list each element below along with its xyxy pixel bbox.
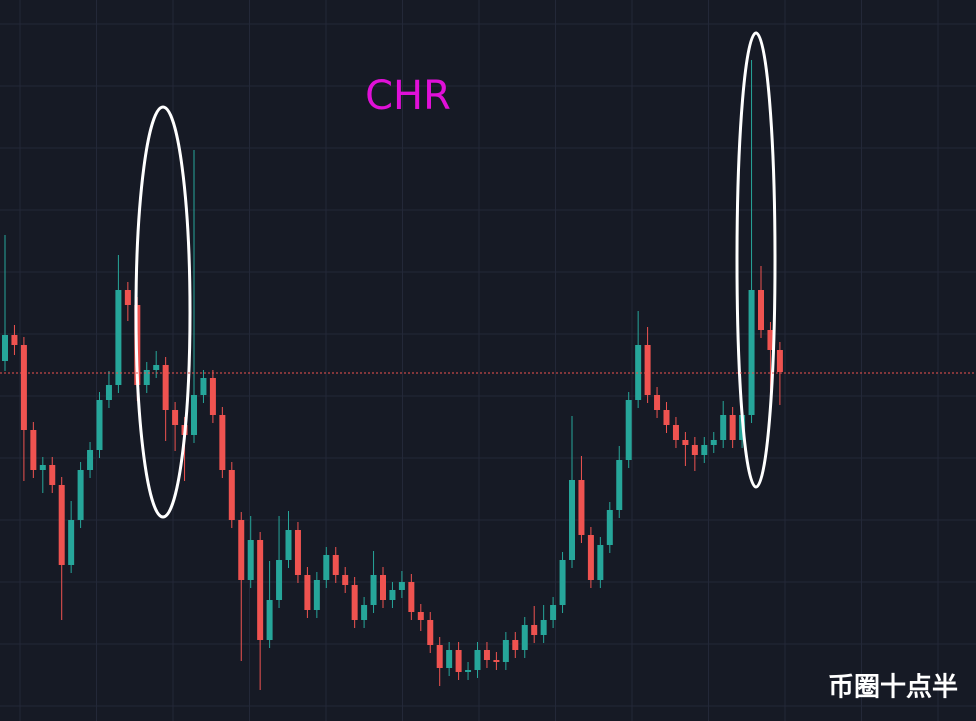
candle-body xyxy=(597,545,604,580)
candle-body xyxy=(87,450,94,470)
candle-body xyxy=(550,605,557,620)
candle-body xyxy=(502,640,509,662)
candle-body xyxy=(124,290,131,305)
candle-body xyxy=(370,575,377,605)
candle-body xyxy=(285,530,292,560)
candle-body xyxy=(115,290,122,385)
candle-body xyxy=(313,580,320,610)
candle-body xyxy=(521,625,528,650)
candle-body xyxy=(776,350,783,372)
candle-body xyxy=(710,440,717,445)
candle-body xyxy=(266,600,273,640)
candle-body xyxy=(512,640,519,650)
candle-body xyxy=(323,555,330,580)
candle-body xyxy=(30,430,37,470)
candle-body xyxy=(361,605,368,620)
candle-body xyxy=(342,575,349,585)
candle-body xyxy=(191,395,197,435)
candle-body xyxy=(408,582,415,612)
candle-body xyxy=(748,290,755,415)
candle-body xyxy=(427,620,434,645)
candle-body xyxy=(531,625,538,635)
candle-body xyxy=(77,470,84,520)
watermark: 币圈十点半 xyxy=(828,672,958,703)
candle-body xyxy=(691,445,698,455)
candle-body xyxy=(625,400,632,460)
candle-body xyxy=(11,335,18,345)
candle-body xyxy=(200,378,207,395)
candle-body xyxy=(465,670,472,672)
candle-body xyxy=(540,620,547,635)
candle-body xyxy=(351,585,358,620)
candle-body xyxy=(446,650,453,668)
candle-body xyxy=(606,510,613,545)
candle-body xyxy=(294,530,301,575)
candle-body xyxy=(209,378,216,415)
candle-body xyxy=(417,612,424,620)
candle-body xyxy=(219,415,226,470)
candle-body xyxy=(729,415,736,440)
candle-body xyxy=(39,465,46,470)
candle-body xyxy=(162,365,169,410)
candle-body xyxy=(493,660,500,662)
candle-body xyxy=(635,345,642,400)
candle-body xyxy=(105,385,112,400)
candle-body xyxy=(654,395,661,410)
candle-body xyxy=(569,480,575,560)
candle-body xyxy=(49,465,56,485)
candle-body xyxy=(587,535,594,580)
candle-body xyxy=(68,520,75,565)
candle-body xyxy=(758,290,764,330)
candle-body xyxy=(455,650,462,672)
candle-body xyxy=(238,520,245,580)
candle-body xyxy=(96,400,103,450)
candle-body xyxy=(276,560,283,600)
candle-body xyxy=(720,415,727,440)
candle-body xyxy=(483,650,490,660)
candle-body xyxy=(153,365,160,370)
candle-body xyxy=(682,440,689,445)
candle-body xyxy=(398,582,405,590)
candle-body xyxy=(672,425,679,440)
candle-body xyxy=(332,555,339,575)
candle-body xyxy=(644,345,651,395)
candle-body xyxy=(304,575,311,610)
candle-body xyxy=(257,540,264,640)
highlight-ellipse xyxy=(134,105,192,519)
chart-title: CHR xyxy=(365,73,451,119)
candle-body xyxy=(578,480,585,535)
candle-body xyxy=(172,410,179,425)
candle-body xyxy=(559,560,566,605)
candle-body xyxy=(228,470,235,520)
highlight-ellipse xyxy=(735,31,777,489)
candle-body xyxy=(2,335,8,361)
candle-body xyxy=(380,575,386,600)
candle-body xyxy=(58,485,65,565)
candle-body xyxy=(389,590,396,600)
candle-body xyxy=(143,370,150,385)
candle-body xyxy=(701,445,708,455)
candle-body xyxy=(247,540,254,580)
candle-body xyxy=(474,650,481,670)
candle-body xyxy=(436,645,443,668)
candle-body xyxy=(663,410,670,425)
candle-body xyxy=(616,460,623,510)
candle-body xyxy=(20,345,27,430)
candle-body xyxy=(767,330,774,350)
